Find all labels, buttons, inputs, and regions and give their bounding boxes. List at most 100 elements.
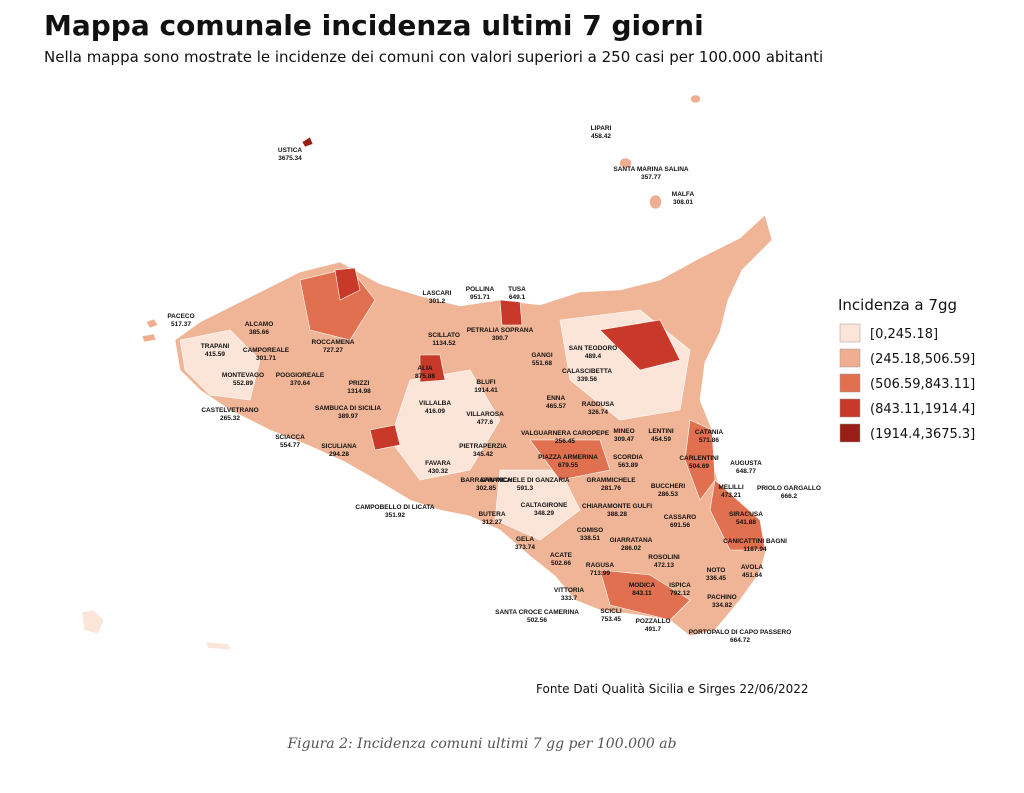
municipality-value: 491.7	[645, 626, 662, 633]
municipality-name: SCORDIA	[613, 454, 643, 461]
municipality-value: 281.76	[601, 485, 621, 492]
municipality-name: PETRALIA SOPRANA	[467, 327, 534, 334]
municipality-name: BUCCHERI	[651, 483, 686, 490]
municipality-value: 286.02	[621, 545, 641, 552]
municipality-value: 357.77	[641, 174, 661, 181]
legend-label: (843.11,1914.4]	[870, 402, 975, 417]
municipality-value: 465.57	[546, 403, 566, 410]
municipality-name: SCIACCA	[275, 434, 305, 441]
municipality-value: 334.82	[712, 602, 732, 609]
municipality-name: CALASCIBETTA	[562, 368, 612, 375]
municipality-name: PIAZZA ARMERINA	[538, 454, 598, 461]
municipality-value: 502.66	[551, 560, 571, 567]
municipality-name: CAMPOREALE	[243, 347, 290, 354]
municipality-value: 1134.52	[432, 340, 456, 347]
municipality-name: CALTAGIRONE	[521, 502, 568, 509]
municipality-name: TUSA	[508, 286, 526, 293]
municipality-name: FAVARA	[425, 460, 451, 467]
municipality-value: 294.28	[329, 451, 349, 458]
municipality-name: GRAMMICHELE	[586, 477, 636, 484]
municipality-value: 345.42	[473, 451, 493, 458]
municipality-name: BLUFI	[476, 379, 495, 386]
legend-label: (506.59,843.11]	[870, 377, 975, 392]
municipality-name: MALFA	[672, 191, 695, 198]
municipality-value: 385.66	[249, 329, 269, 336]
municipality-name: GIARRATANA	[610, 537, 653, 544]
title: Mappa comunale incidenza ultimi 7 giorni	[44, 9, 704, 42]
municipality-value: 691.56	[670, 522, 690, 529]
municipality-value: 477.6	[477, 419, 494, 426]
municipality-name: ACATE	[550, 552, 573, 559]
municipality-value: 473.21	[721, 492, 741, 499]
municipality-name: PACECO	[167, 313, 194, 320]
municipality-value: 489.4	[585, 353, 602, 360]
municipality-value: 571.86	[699, 437, 719, 444]
municipality-value: 502.56	[527, 617, 547, 624]
municipality-name: USTICA	[278, 147, 303, 154]
municipality-name: PIETRAPERZIA	[459, 443, 507, 450]
municipality-value: 541.88	[736, 519, 756, 526]
municipality-name: MONTEVAGO	[222, 372, 264, 379]
legend-swatch	[839, 398, 861, 418]
municipality-value: 309.47	[614, 436, 634, 443]
municipality-name: POGGIOREALE	[276, 372, 325, 379]
municipality-value: 1187.94	[743, 546, 767, 553]
municipality-name: CANICATTINI BAGNI	[723, 538, 787, 545]
municipality-value: 713.99	[590, 570, 610, 577]
legend-items: [0,245.18] (245.18,506.59] (506.59,843.11]…	[839, 323, 975, 443]
municipality-value: 679.55	[558, 462, 578, 469]
municipality-name: ALIA	[417, 365, 432, 372]
municipality-value: 666.2	[781, 493, 798, 500]
municipality-value: 333.7	[561, 595, 578, 602]
municipality-name: SCILLATO	[428, 332, 460, 339]
municipality-name: CATANIA	[695, 429, 724, 436]
municipality-name: ENNA	[547, 395, 566, 402]
legend-swatch	[839, 323, 861, 343]
municipality-name: SAN TEODORO	[569, 345, 617, 352]
legend: Incidenza a 7gg [0,245.18] (245.18,506.59…	[838, 296, 975, 443]
municipality-value: 389.97	[338, 413, 358, 420]
municipality-name: PACHINO	[707, 594, 737, 601]
municipality-name: NOTO	[707, 567, 726, 574]
municipality-value: 348.29	[534, 510, 554, 517]
legend-swatch	[839, 348, 861, 368]
municipality-value: 664.72	[730, 637, 750, 644]
municipality-value: 517.37	[171, 321, 191, 328]
municipality-value: 326.74	[588, 409, 608, 416]
municipality-name: VALGUARNERA CAROPEPE	[521, 430, 610, 437]
municipality-name: VILLALBA	[419, 400, 451, 407]
legend-swatch	[839, 373, 861, 393]
municipality-value: 265.32	[220, 415, 240, 422]
municipality-name: PRIZZI	[349, 380, 370, 387]
municipality-value: 1314.98	[347, 388, 371, 395]
municipality-value: 451.64	[742, 572, 762, 579]
municipality-name: VILLAROSA	[466, 411, 504, 418]
municipality-value: 472.13	[654, 562, 674, 569]
municipality-name: CAMPOBELLO DI LICATA	[355, 504, 435, 511]
legend-label: (1914.4,3675.3]	[870, 427, 975, 442]
municipality-name: PORTOPALO DI CAPO PASSERO	[689, 629, 792, 636]
municipality-name: MELILLI	[718, 484, 743, 491]
municipality-value: 554.77	[280, 442, 300, 449]
municipality-name: MODICA	[629, 582, 656, 589]
municipality-value: 338.51	[580, 535, 600, 542]
legend-label: [0,245.18]	[870, 327, 938, 342]
municipality-value: 339.56	[577, 376, 597, 383]
municipality-name: ALCAMO	[245, 321, 274, 328]
municipality-name: ROCCAMENA	[312, 339, 355, 346]
municipality-value: 458.42	[591, 133, 611, 140]
municipality-name: RAGUSA	[586, 562, 614, 569]
municipality-name: SAN MICHELE DI GANZARIA	[480, 477, 570, 484]
municipality-name: PRIOLO GARGALLO	[757, 485, 821, 492]
municipality-value: 649.1	[509, 294, 526, 301]
municipality-value: 430.32	[428, 468, 448, 475]
municipality-value: 591.3	[517, 485, 534, 492]
municipality-value: 336.45	[706, 575, 726, 582]
municipality-name: SIRACUSA	[729, 511, 763, 518]
legend-title: Incidenza a 7gg	[838, 296, 957, 314]
municipality-value: 504.69	[689, 463, 709, 470]
municipality-name: VITTORIA	[554, 587, 585, 594]
municipality-value: 551.68	[532, 360, 552, 367]
municipality-value: 875.88	[415, 373, 435, 380]
